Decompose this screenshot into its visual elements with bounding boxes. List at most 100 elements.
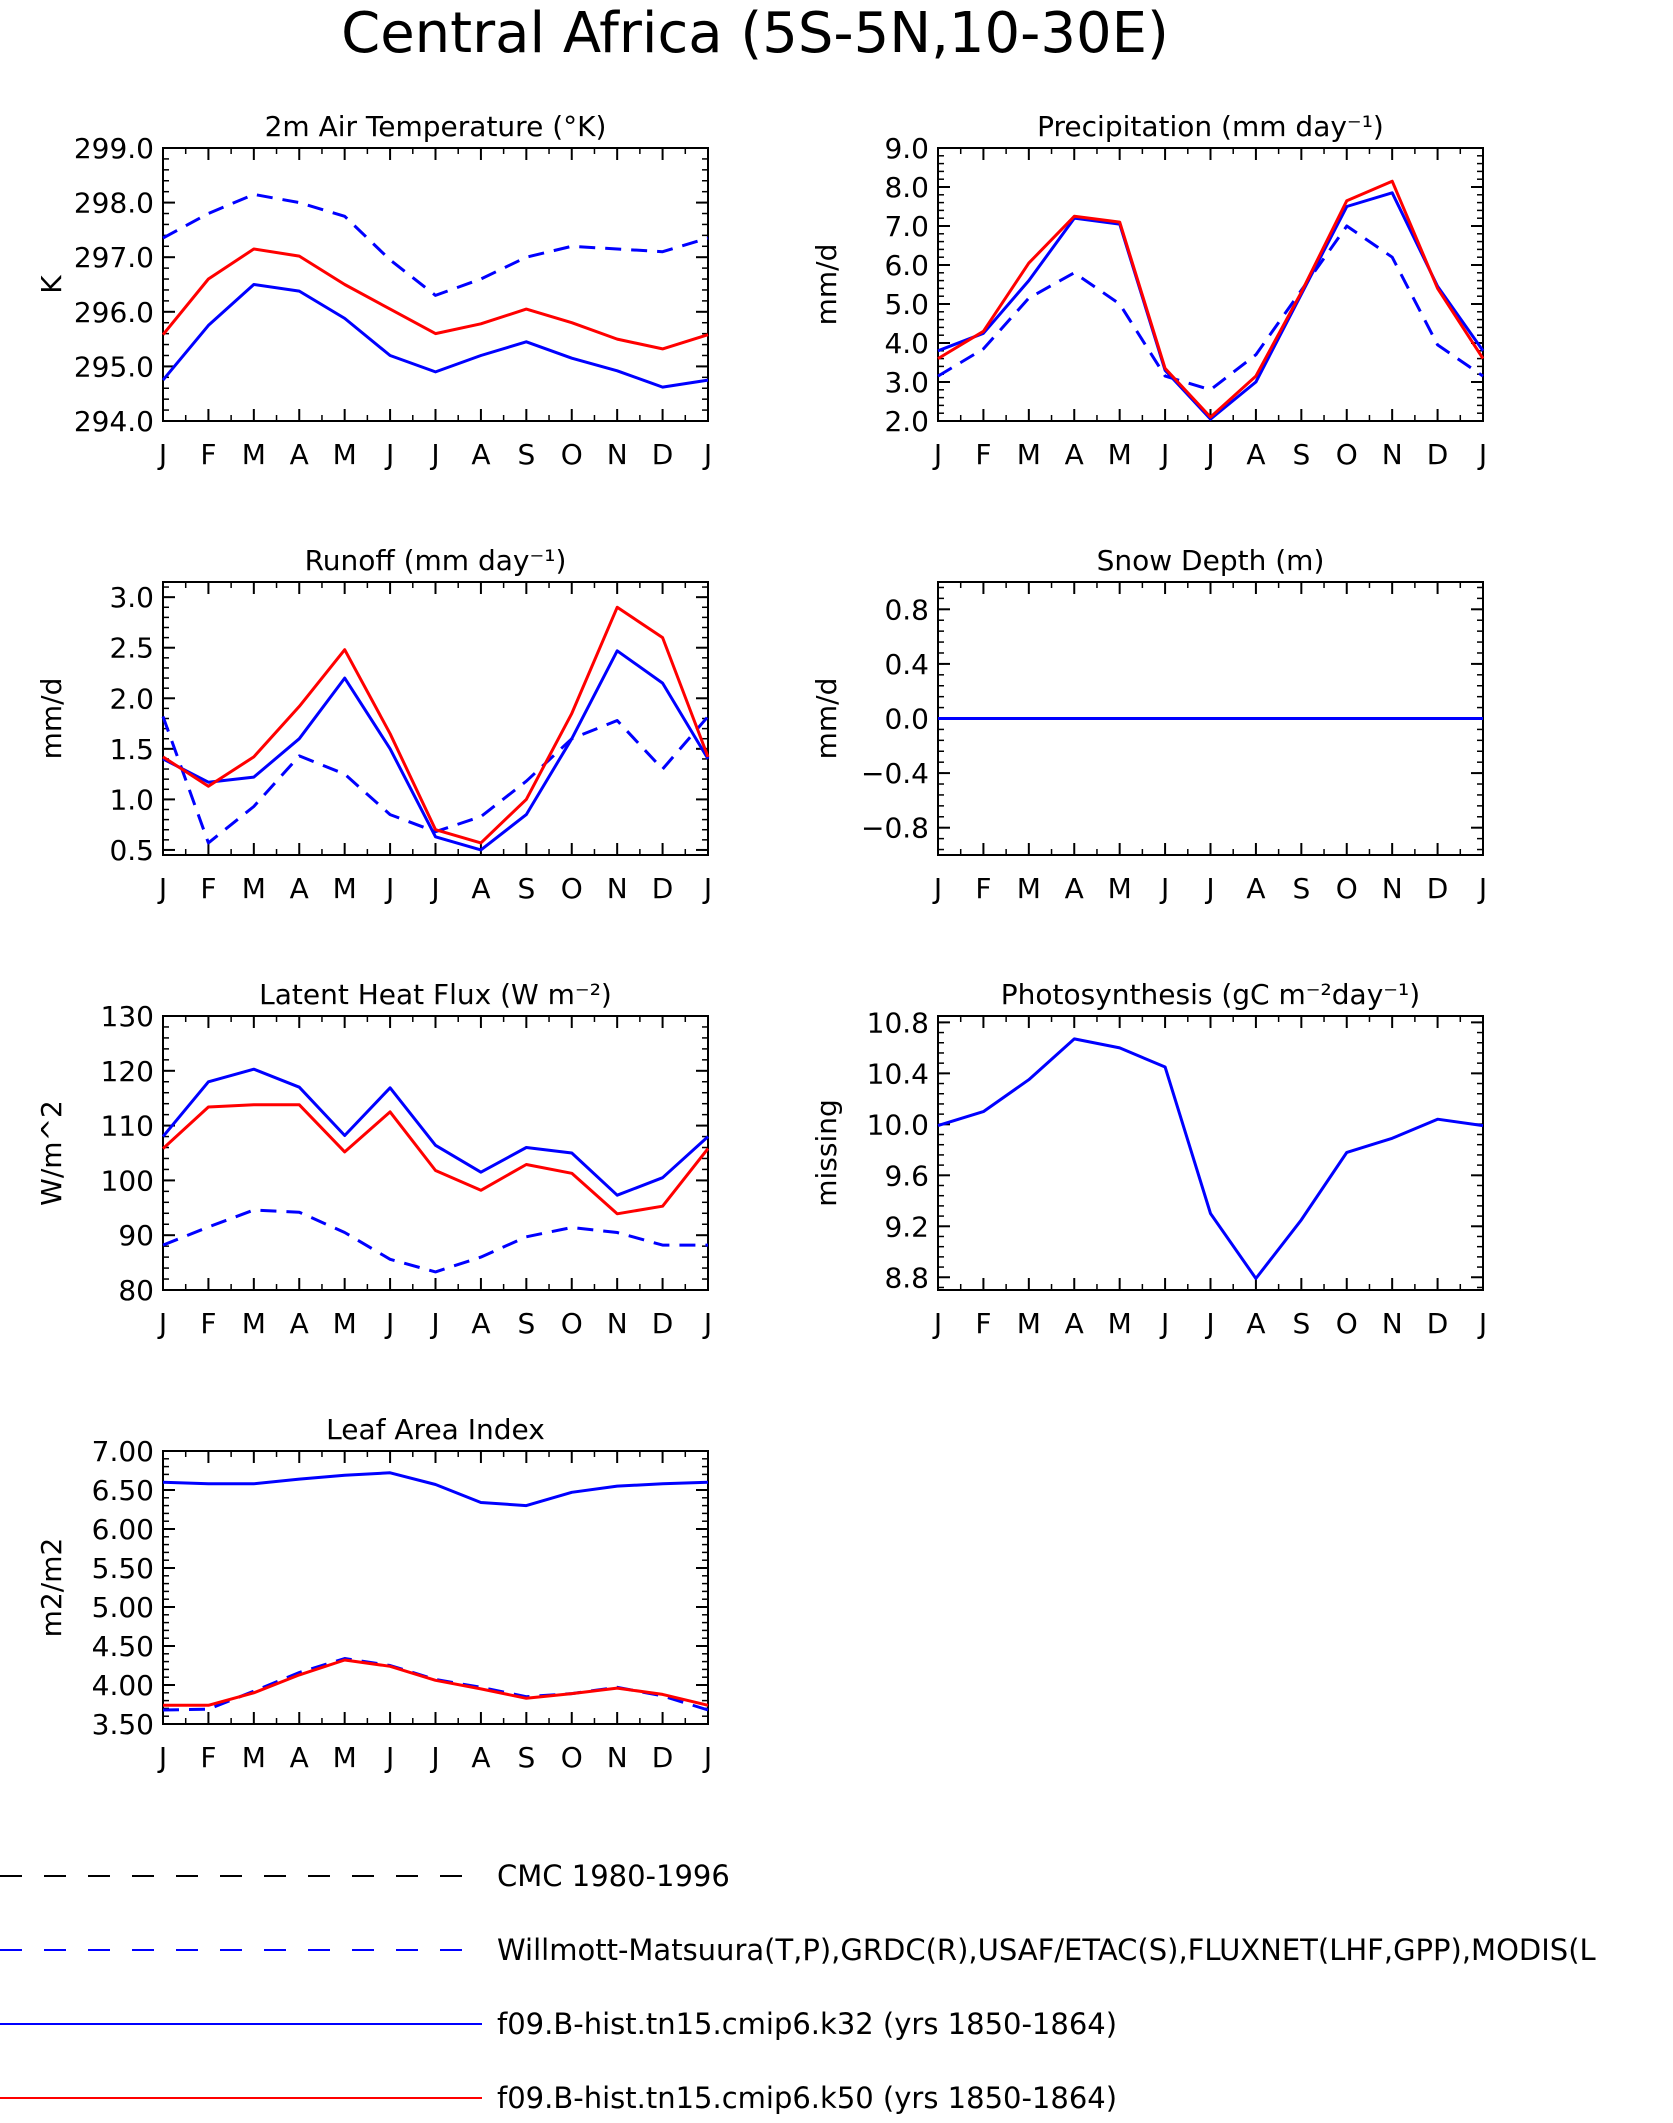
x-tick-label: F — [975, 1307, 991, 1340]
legend-label-4: f09.B-hist.tn15.cmip6.k50 (yrs 1850-1864… — [497, 2081, 1117, 2115]
x-tick-label: M — [1017, 1307, 1041, 1340]
x-tick-label: J — [932, 438, 942, 471]
x-tick-label: J — [157, 438, 167, 471]
x-tick-label: M — [333, 872, 357, 905]
y-tick-label: 4.50 — [92, 1630, 154, 1663]
y-tick-label: 7.00 — [92, 1435, 154, 1468]
y-tick-label: 110 — [101, 1110, 154, 1143]
x-tick-label: J — [1159, 872, 1169, 905]
x-tick-label: M — [333, 1741, 357, 1774]
chart-title: Leaf Area Index — [326, 1413, 545, 1446]
y-tick-label: 1.5 — [109, 733, 154, 766]
y-tick-label: 3.0 — [109, 581, 154, 614]
y-tick-label: 297.0 — [74, 241, 154, 274]
plots-area: 2m Air Temperature (°K)J F M A M J J A S O N D J299.… — [35, 110, 1487, 1774]
y-tick-label: 6.50 — [92, 1474, 154, 1507]
x-tick-label: J — [384, 438, 394, 471]
series-line — [161, 1103, 710, 1216]
x-tick-label: M — [1108, 872, 1132, 905]
y-tick-label: 9.6 — [884, 1159, 929, 1192]
x-tick-label: D — [1427, 872, 1449, 905]
y-tick-label: 0.0 — [884, 703, 929, 736]
x-tick-label: M — [333, 1307, 357, 1340]
x-tick-label: F — [200, 872, 216, 905]
legend-label-2: Willmott-Matsuura(T,P),GRDC(R),USAF/ETAC… — [497, 1933, 1596, 1967]
series-line — [161, 283, 709, 389]
x-tick-label: J — [384, 1307, 394, 1340]
x-tick-label: A — [290, 872, 309, 905]
y-tick-label: 5.00 — [92, 1591, 154, 1624]
x-tick-label: S — [1292, 438, 1310, 471]
x-tick-label: M — [1108, 1307, 1132, 1340]
y-tick-label: 2.5 — [109, 632, 154, 665]
x-tick-label: M — [242, 872, 266, 905]
x-tick-label: D — [652, 438, 674, 471]
y-tick-label: 5.50 — [92, 1552, 154, 1585]
y-tick-label: 5.0 — [884, 288, 929, 321]
x-tick-label: J — [429, 1307, 439, 1340]
chart-title: Latent Heat Flux (W m⁻²) — [259, 978, 612, 1011]
y-axis-label: m2/m2 — [35, 1538, 68, 1638]
x-tick-label: F — [200, 438, 216, 471]
y-tick-label: 130 — [101, 1000, 154, 1033]
y-tick-label: 80 — [118, 1274, 154, 1307]
y-tick-label: 9.0 — [884, 132, 929, 165]
y-tick-label: 2.0 — [109, 682, 154, 715]
y-axis-label: mm/d — [810, 678, 843, 760]
x-tick-label: A — [471, 872, 490, 905]
x-tick-label: A — [1065, 438, 1084, 471]
y-tick-label: 9.2 — [884, 1210, 929, 1243]
x-tick-label: M — [1108, 438, 1132, 471]
chart-title: Snow Depth (m) — [1097, 544, 1325, 577]
chart-title: Runoff (mm day⁻¹) — [305, 544, 567, 577]
series-line — [161, 715, 710, 845]
y-tick-label: −0.4 — [861, 757, 929, 790]
y-tick-label: 0.5 — [109, 834, 154, 867]
x-tick-label: J — [157, 1741, 167, 1774]
x-tick-label: N — [607, 1741, 628, 1774]
y-tick-label: 3.50 — [92, 1708, 154, 1741]
x-tick-label: O — [1336, 1307, 1358, 1340]
x-tick-label: D — [1427, 438, 1449, 471]
x-tick-label: J — [157, 872, 167, 905]
x-tick-label: N — [607, 872, 628, 905]
x-tick-label: O — [1336, 872, 1358, 905]
x-tick-label: M — [242, 1741, 266, 1774]
x-tick-label: F — [975, 438, 991, 471]
x-tick-label: A — [1246, 1307, 1265, 1340]
chart-panel-5: Latent Heat Flux (W m⁻²)J F M A M J J A S O N D J130… — [35, 978, 712, 1340]
series-line — [162, 192, 709, 297]
series-line — [937, 179, 1485, 419]
y-axis-label: mm/d — [35, 678, 68, 760]
y-tick-label: 8.8 — [884, 1261, 929, 1294]
y-tick-label: 1.0 — [109, 783, 154, 816]
x-tick-label: J — [429, 1741, 439, 1774]
series-line — [162, 649, 710, 852]
x-tick-label: S — [517, 1741, 535, 1774]
x-tick-label: O — [561, 1741, 583, 1774]
y-tick-label: 6.0 — [884, 249, 929, 282]
x-tick-label: M — [333, 438, 357, 471]
x-tick-label: J — [157, 1307, 167, 1340]
x-tick-label: D — [652, 1307, 674, 1340]
y-tick-label: 120 — [101, 1055, 154, 1088]
x-tick-label: J — [384, 1741, 394, 1774]
x-tick-label: A — [471, 438, 490, 471]
y-tick-label: 0.8 — [884, 593, 929, 626]
x-tick-label: S — [517, 438, 535, 471]
y-tick-label: 10.8 — [867, 1006, 929, 1039]
y-tick-label: 2.0 — [884, 405, 929, 438]
x-tick-label: J — [429, 438, 439, 471]
y-tick-label: 3.0 — [884, 366, 929, 399]
y-axis-label: K — [35, 275, 68, 294]
y-tick-label: 90 — [118, 1219, 154, 1252]
x-tick-label: D — [1427, 1307, 1449, 1340]
x-tick-label: A — [290, 438, 309, 471]
x-tick-label: S — [1292, 1307, 1310, 1340]
y-tick-label: 0.4 — [884, 648, 929, 681]
y-tick-label: 8.0 — [884, 171, 929, 204]
y-tick-label: 6.00 — [92, 1513, 154, 1546]
x-tick-label: N — [1382, 1307, 1403, 1340]
y-tick-label: 100 — [101, 1164, 154, 1197]
x-tick-label: M — [242, 438, 266, 471]
